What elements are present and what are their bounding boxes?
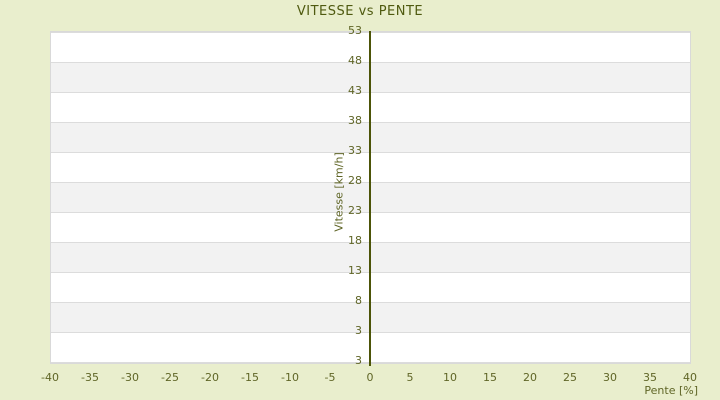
y-tick-label: 13 [348,264,362,277]
x-tick-label: -20 [201,371,219,384]
x-tick-label: -40 [41,371,59,384]
x-tick-label: 0 [366,371,374,384]
y-tick-label: 43 [348,84,362,97]
y-tick-label: 28 [348,174,362,187]
y-tick-label: 38 [348,114,362,127]
x-tick-label: 20 [523,371,537,384]
x-tick-label: 35 [643,371,657,384]
x-tick-label: 40 [683,371,697,384]
chart-title: VITESSE vs PENTE [296,4,424,19]
y-tick-label: 48 [348,54,362,67]
y-axis-title: Vitesse [km/h] [332,152,346,232]
y-axis-line [369,31,371,366]
x-tick-label: 15 [483,371,497,384]
x-tick-label: -10 [281,371,299,384]
y-tick-label: 33 [348,144,362,157]
y-tick-label: 3 [355,354,362,367]
x-tick-label: -30 [121,371,139,384]
x-tick-label: -35 [81,371,99,384]
y-tick-label: 3 [355,324,362,337]
y-tick-label: 8 [355,294,362,307]
x-tick-label: -15 [241,371,259,384]
x-tick-label: 25 [563,371,577,384]
x-tick-label: 5 [406,371,414,384]
x-tick-label: 30 [603,371,617,384]
x-axis-title: Pente [%] [644,384,698,397]
y-tick-label: 53 [348,24,362,37]
y-tick-label: 23 [348,204,362,217]
y-tick-label: 18 [348,234,362,247]
x-tick-label: 10 [443,371,457,384]
x-tick-label: -5 [324,371,336,384]
x-tick-label: -25 [161,371,179,384]
